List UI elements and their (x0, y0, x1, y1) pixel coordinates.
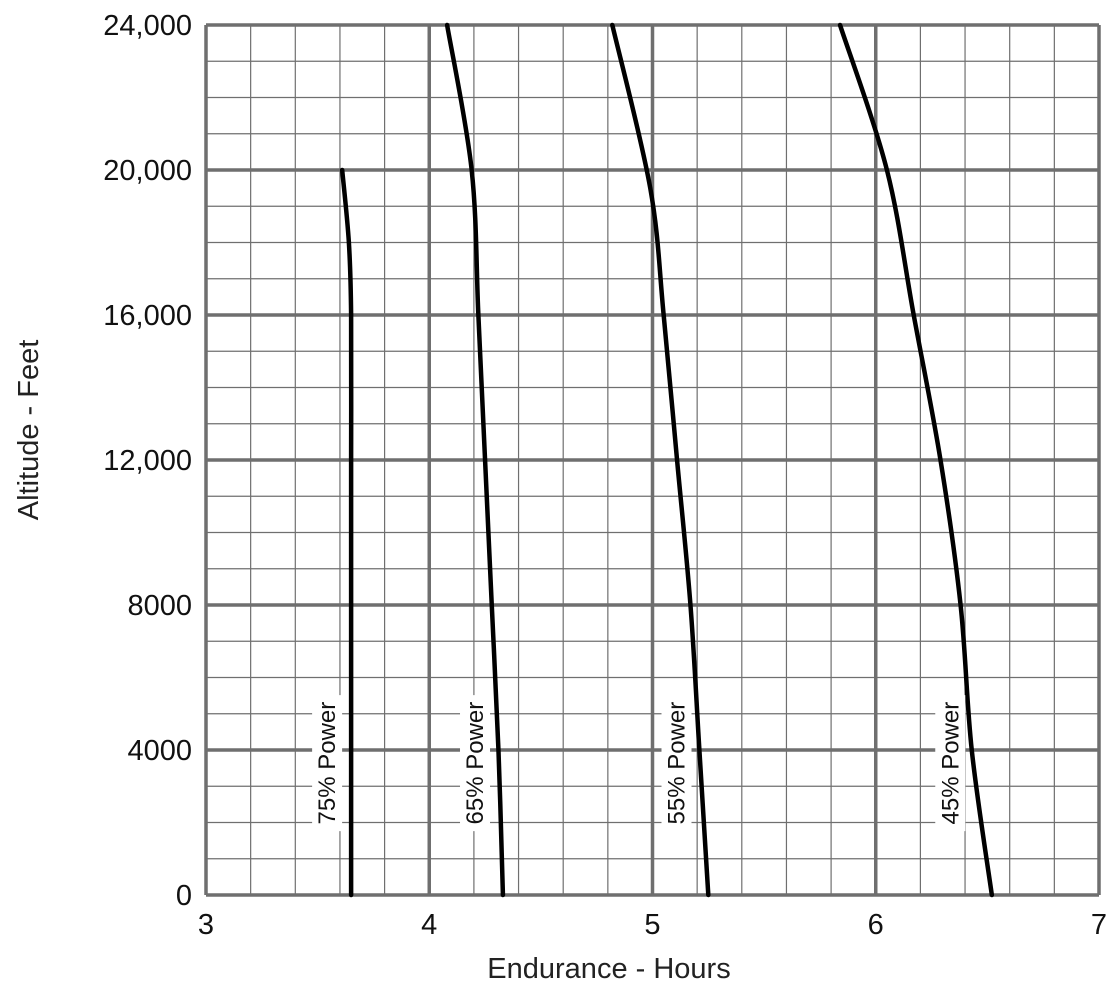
curve-label-group: 65% Power (460, 695, 491, 832)
y-tick-label: 0 (176, 880, 192, 912)
curve-labels: 75% Power 65% Power 55% Power 45% Power (312, 695, 966, 832)
y-axis-label: Altitude - Feet (13, 340, 45, 521)
curve-label-group: 75% Power (312, 695, 343, 832)
x-tick-label: 6 (868, 909, 884, 941)
curve-label-background (460, 695, 491, 832)
x-tick-label: 5 (644, 909, 660, 941)
curve-label-background (312, 695, 343, 832)
curves (339, 22, 995, 898)
curve-label-group: 55% Power (661, 695, 692, 832)
curve-label-background (661, 695, 692, 832)
curve-label: 75% Power (314, 702, 341, 825)
y-tick-label: 12,000 (103, 445, 192, 477)
x-tick-label: 4 (421, 909, 437, 941)
y-tick-label: 4000 (127, 735, 192, 767)
x-tick-label: 3 (198, 909, 214, 941)
curve-label: 65% Power (462, 702, 489, 825)
curve-label-background (935, 695, 966, 832)
x-axis-label: Endurance - Hours (487, 953, 730, 985)
curve-2 (444, 22, 506, 898)
y-tick-label: 24,000 (103, 10, 192, 42)
y-tick-label: 16,000 (103, 300, 192, 332)
y-tick-label: 8000 (127, 590, 192, 622)
x-tick-label: 7 (1091, 909, 1107, 941)
curve-1 (339, 167, 354, 898)
curve-label: 55% Power (663, 702, 690, 825)
curve-3 (610, 22, 711, 898)
curve-label: 45% Power (937, 702, 964, 825)
y-tick-labels: 0 4000 8000 12,000 16,000 20,000 24,000 (103, 10, 192, 912)
major-grid (204, 23, 1101, 897)
curve-label-group: 45% Power (935, 695, 966, 832)
curve-4 (837, 22, 995, 898)
y-tick-label: 20,000 (103, 155, 192, 187)
x-tick-labels: 3 4 5 6 7 (198, 909, 1107, 941)
